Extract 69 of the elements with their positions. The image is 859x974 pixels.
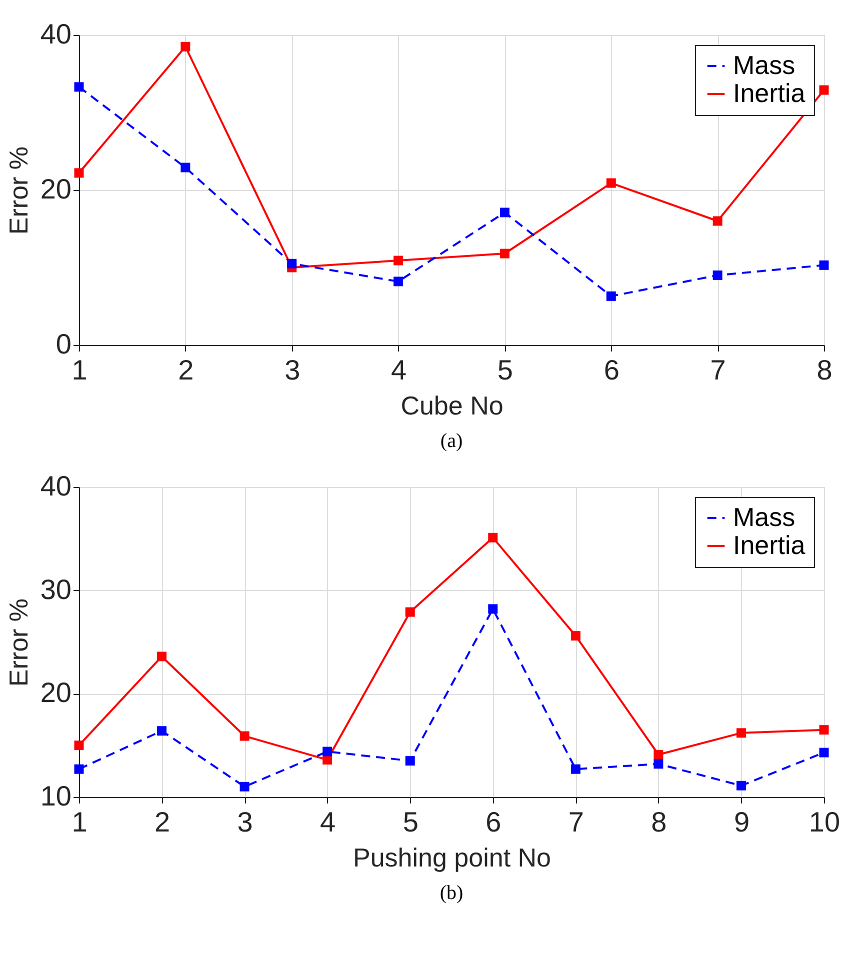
y-tick-label: 20 [40,174,72,204]
y-tick-label: 20 [40,677,72,708]
point [500,248,510,258]
x-tick-label: 5 [402,806,418,838]
x-axis-title: Pushing point No [352,842,552,872]
point [405,607,415,617]
text: (b) [440,882,464,904]
x-tick-label: 6 [486,806,502,838]
x-tick-label: 8 [816,354,832,386]
y-axis-title: Error % [3,598,34,687]
legend-label: Inertia [733,530,806,560]
point [606,291,616,301]
x-tick-label: 3 [284,354,300,386]
point [74,740,84,750]
point [180,42,190,52]
x-tick-label: 4 [320,806,336,838]
x-tick-label: 4 [390,354,407,386]
text: (a) [440,430,463,452]
point [570,764,580,774]
point [180,162,190,172]
point [654,759,664,769]
point [240,782,250,792]
point [74,168,84,178]
point [654,750,664,760]
x-tick-label: 7 [568,806,584,838]
point [712,216,722,226]
point [322,746,332,756]
point [819,85,829,95]
x-tick-label: 1 [72,354,88,386]
point [606,178,616,188]
x-tick-label: 2 [154,806,170,838]
point [394,276,404,286]
x-tick-label: 3 [237,806,253,838]
y-axis-title: Error % [3,146,34,235]
legend-label: Inertia [733,78,806,108]
legend-label: Mass [733,502,796,532]
y-tick-label: 40 [40,18,72,50]
point [819,260,829,270]
x-tick-label: 9 [734,806,750,838]
legend-label: Mass [733,50,796,80]
x-tick-label: 7 [710,354,726,386]
point [394,256,404,266]
x-tick-label: 1 [72,806,88,838]
point [157,726,167,736]
y-tick-label: 10 [40,780,72,812]
point [570,631,580,641]
point [405,756,415,766]
x-tick-label: 10 [808,806,840,838]
point [157,652,167,662]
point [240,731,250,741]
x-axis-title: Cube No [400,390,504,420]
point [74,764,84,774]
point [736,728,746,738]
point [488,604,498,614]
point [712,270,722,280]
point [819,725,829,735]
point [500,208,510,218]
point [74,82,84,92]
x-tick-label: 8 [651,806,667,838]
point [736,780,746,790]
y-tick-label: 0 [56,328,72,360]
y-tick-label: 30 [40,574,72,605]
x-tick-label: 5 [497,354,514,386]
x-tick-label: 6 [604,354,620,386]
point [819,748,829,758]
point [287,258,297,268]
y-tick-label: 40 [40,470,72,502]
x-tick-label: 2 [178,354,194,386]
point [488,532,498,542]
